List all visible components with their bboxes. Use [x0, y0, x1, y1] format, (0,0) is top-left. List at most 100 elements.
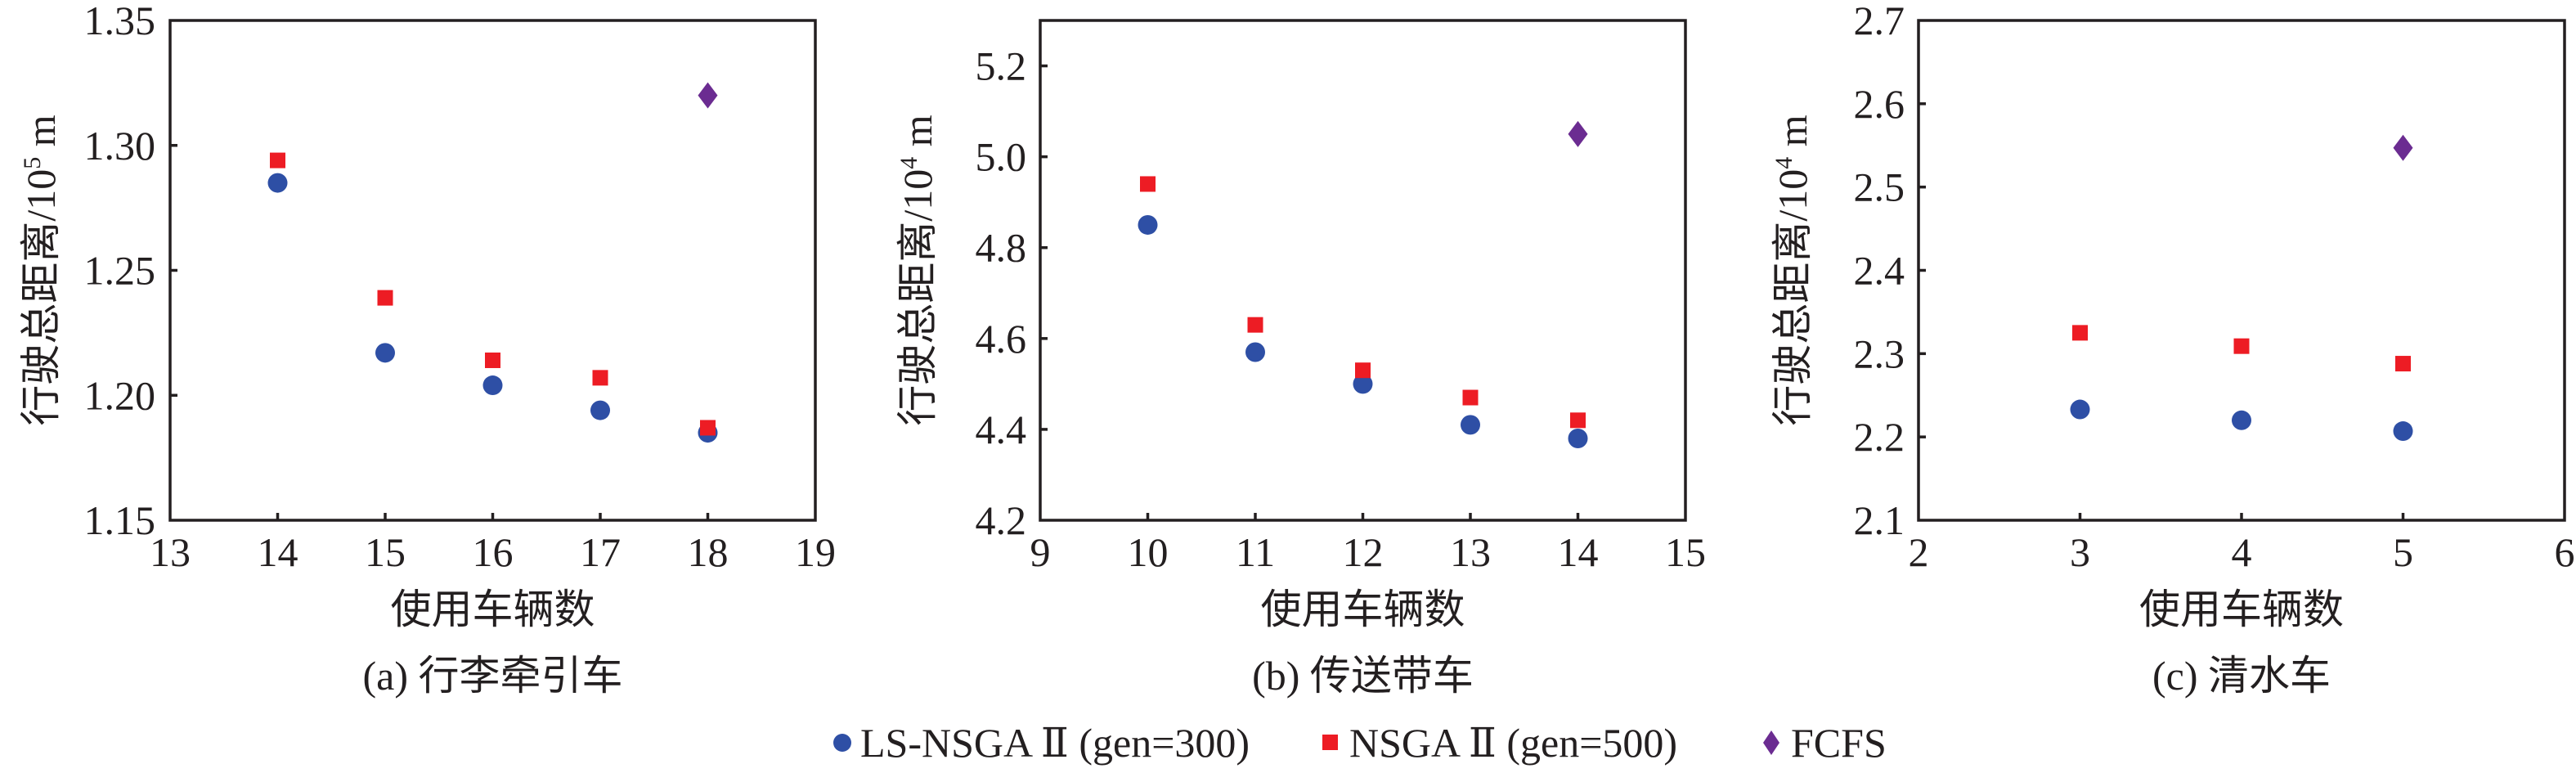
legend-item-nsga: NSGA Ⅱ (gen=500) [1322, 720, 1677, 766]
data-point-nsga [592, 370, 608, 386]
x-tick-label: 3 [2070, 529, 2090, 575]
y-tick-label: 2.5 [1854, 164, 1905, 210]
series-square [2072, 325, 2411, 372]
data-point-nsga [1355, 362, 1371, 379]
data-point-nsga [485, 352, 500, 368]
panel-caption: (a) 行李牵引车 [363, 653, 623, 699]
data-point-ls-nsga [482, 375, 503, 396]
x-tick-label: 19 [795, 529, 836, 575]
y-axis-title-unit: m [18, 115, 64, 157]
series-diamond [1568, 120, 1588, 147]
x-tick-label: 12 [1343, 529, 1384, 575]
data-point-fcfs [1568, 120, 1588, 147]
y-axis-title-exponent: 5 [19, 157, 46, 169]
data-point-ls-nsga [1245, 342, 1265, 362]
y-axis-title-main: 行驶总距离/10 [895, 169, 940, 426]
data-point-ls-nsga [1568, 429, 1588, 449]
data-point-ls-nsga [267, 173, 288, 193]
y-tick-label: 4.8 [976, 225, 1027, 271]
x-tick-label: 9 [1030, 529, 1051, 575]
series-circle [267, 173, 718, 443]
y-tick-label: 2.6 [1854, 81, 1905, 127]
x-tick-label: 5 [2393, 529, 2413, 575]
y-axis-title: 行驶总距离/104 m [1770, 115, 1815, 425]
data-point-ls-nsga [1138, 214, 1158, 235]
legend-item-fcfs: FCFS [1763, 720, 1887, 766]
y-tick-label: 4.2 [976, 497, 1027, 543]
data-point-nsga [377, 290, 393, 306]
plot-frame [1917, 19, 2566, 522]
y-tick-label: 1.25 [84, 248, 156, 294]
data-point-ls-nsga [590, 400, 610, 420]
data-point-nsga [700, 420, 716, 436]
data-point-ls-nsga [1353, 374, 1373, 394]
x-axis-title: 使用车辆数 [391, 586, 595, 632]
x-tick-label: 4 [2232, 529, 2252, 575]
series-diamond [2393, 134, 2413, 161]
data-point-ls-nsga [1461, 415, 1480, 435]
y-tick-label: 2.7 [1854, 0, 1905, 43]
plot-frame [1039, 19, 1687, 522]
x-tick-label: 16 [473, 529, 514, 575]
legend-label: NSGA Ⅱ (gen=500) [1349, 720, 1677, 766]
panel-c: 2 3 4 5 6 2.1 2.2 2.3 2.4 2.5 2.6 2.7 使用车辆数 (c) 清水车 行驶… [1770, 0, 2575, 699]
y-tick-label: 2.2 [1854, 414, 1905, 460]
y-tick-label: 1.20 [84, 372, 156, 418]
x-tick-label: 15 [365, 529, 406, 575]
legend-square-marker [1322, 735, 1338, 750]
data-point-nsga [1247, 317, 1263, 333]
y-axis-title-unit: m [1770, 115, 1815, 157]
x-tick-label: 14 [258, 529, 298, 575]
y-axis-title-exponent: 4 [895, 157, 922, 169]
x-tick-label: 14 [1558, 529, 1599, 575]
series-square [270, 152, 716, 436]
y-tick-label: 2.3 [1854, 330, 1905, 376]
legend-label: LS-NSGA Ⅱ (gen=300) [860, 720, 1250, 766]
data-point-nsga [1140, 176, 1156, 192]
y-axis-title-main: 行驶总距离/10 [1770, 169, 1815, 426]
y-axis-title: 行驶总距离/105 m [18, 115, 64, 425]
data-point-nsga [1462, 389, 1479, 406]
legend-item-ls-nsga: LS-NSGA Ⅱ (gen=300) [833, 720, 1250, 766]
y-tick-label: 5.2 [976, 43, 1027, 89]
plot-frame [168, 19, 817, 522]
y-tick-label: 4.6 [976, 316, 1027, 362]
data-point-fcfs [698, 82, 718, 109]
data-point-ls-nsga [2232, 410, 2251, 430]
y-tick-label: 4.4 [976, 407, 1027, 452]
x-tick-label: 11 [1236, 529, 1275, 575]
y-tick-label: 2.1 [1854, 497, 1905, 543]
series-circle [2070, 399, 2413, 442]
y-tick-label: 1.30 [84, 123, 156, 169]
panel-caption: (b) 传送带车 [1252, 653, 1474, 699]
data-point-nsga [2395, 356, 2411, 372]
y-axis-title-main: 行驶总距离/10 [18, 169, 64, 426]
x-axis-title: 使用车辆数 [1261, 586, 1465, 632]
x-axis-title: 使用车辆数 [2139, 586, 2344, 632]
legend: LS-NSGA Ⅱ (gen=300) NSGA Ⅱ (gen=500) FCF… [833, 720, 1887, 766]
data-point-ls-nsga [2070, 399, 2090, 420]
y-axis-title: 行驶总距离/104 m [895, 115, 940, 425]
y-tick-label: 1.15 [84, 497, 156, 543]
y-tick-label: 2.4 [1854, 248, 1905, 294]
panel-b: 9 10 11 12 13 14 15 4.2 4.4 4.6 4.8 5.0 5.2 使用车辆数 (b) … [895, 19, 1706, 699]
data-point-nsga [2072, 325, 2088, 341]
data-point-fcfs [2393, 134, 2413, 161]
data-point-ls-nsga [2393, 421, 2413, 442]
data-point-nsga [2233, 338, 2250, 354]
legend-label: FCFS [1791, 720, 1887, 766]
data-point-nsga [270, 152, 285, 169]
y-axis-title-unit: m [895, 115, 940, 157]
x-tick-label: 10 [1128, 529, 1169, 575]
x-tick-label: 18 [688, 529, 729, 575]
data-point-ls-nsga [375, 343, 395, 363]
y-tick-label: 5.0 [976, 134, 1027, 180]
x-tick-label: 6 [2555, 529, 2575, 575]
series-square [1140, 176, 1586, 429]
x-tick-label: 17 [580, 529, 621, 575]
y-axis-title-exponent: 4 [1770, 157, 1797, 169]
legend-circle-marker [833, 734, 851, 752]
x-tick-label: 15 [1665, 529, 1706, 575]
x-tick-label: 2 [1909, 529, 1929, 575]
